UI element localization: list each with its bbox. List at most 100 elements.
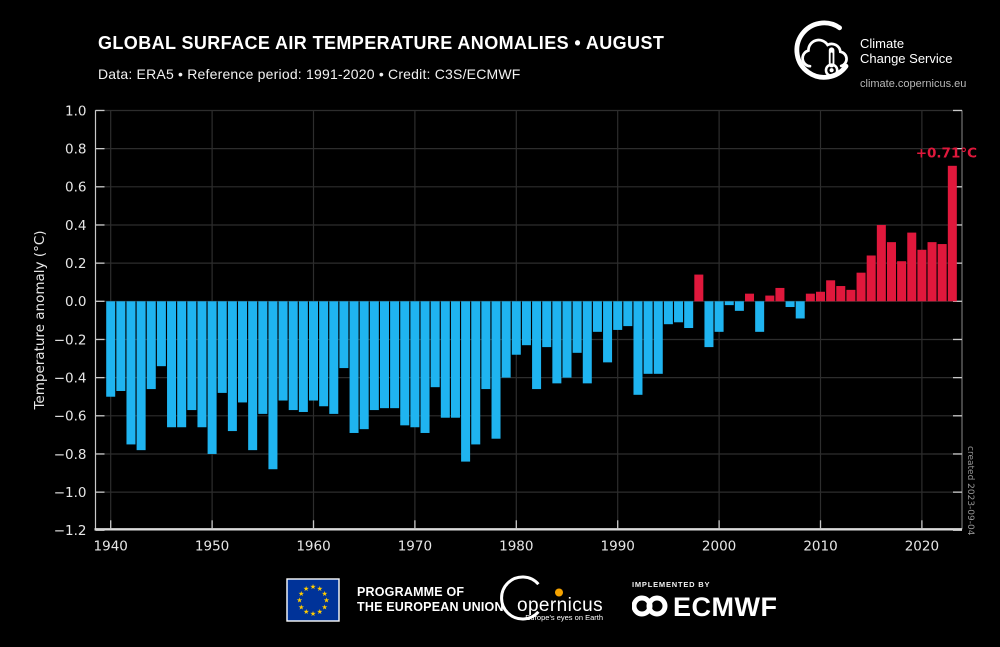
y-tick-label: −0.6 (54, 409, 87, 425)
y-tick-label: 0.6 (65, 180, 86, 196)
bar-1972 (430, 301, 440, 388)
bar-1982 (532, 301, 542, 390)
bar-1987 (582, 301, 592, 384)
bar-2006 (775, 287, 785, 302)
eu-star: ★ (322, 590, 328, 598)
bar-1993 (643, 301, 653, 374)
bar-1983 (542, 301, 552, 348)
bar-2015 (866, 255, 876, 302)
y-tick-label: 0.0 (65, 294, 86, 310)
eu-star: ★ (303, 585, 309, 593)
created-date-watermark: created 2023-09-04 (965, 446, 975, 536)
eu-star: ★ (298, 603, 304, 611)
bar-1957 (278, 301, 288, 401)
bar-1955 (258, 301, 268, 414)
bar-2020 (917, 249, 927, 302)
x-tick-label: 2010 (803, 538, 837, 554)
bar-1989 (603, 301, 613, 363)
bar-1968 (390, 301, 400, 409)
bar-1960 (309, 301, 318, 401)
bar-1947 (177, 301, 187, 428)
y-tick-label: 0.2 (65, 256, 86, 272)
eu-star: ★ (317, 585, 323, 593)
bar-1943 (136, 301, 146, 451)
bar-1977 (481, 301, 491, 390)
svg-text:ECMWF: ECMWF (673, 592, 777, 622)
bar-1950 (207, 301, 217, 454)
ecmwf-logo-icon: ECMWF (632, 592, 777, 622)
eu-star: ★ (296, 597, 302, 605)
eu-programme-label: PROGRAMME OF THE EUROPEAN UNION (357, 585, 504, 615)
bar-1965 (359, 301, 369, 430)
eu-star: ★ (310, 583, 316, 591)
bar-1973 (440, 301, 450, 418)
y-tick-label: −1.2 (54, 523, 87, 539)
eu-star: ★ (317, 608, 323, 616)
x-tick-label: 1940 (94, 538, 128, 554)
bar-2002 (734, 301, 744, 311)
eu-star: ★ (322, 603, 328, 611)
bar-1940 (106, 301, 116, 397)
bar-2023 (947, 165, 957, 302)
y-tick-label: 1.0 (65, 103, 86, 119)
bar-1991 (623, 301, 633, 327)
y-tick-label: −1.0 (54, 485, 87, 501)
x-tick-label: 2000 (702, 538, 736, 554)
svg-text:opernicus: opernicus (517, 595, 603, 616)
eu-star: ★ (310, 610, 316, 618)
latest-value-annotation: +0.71°C (916, 146, 977, 162)
eu-programme-line2: THE EUROPEAN UNION (357, 600, 504, 614)
bar-1954 (248, 301, 258, 451)
bar-1981 (521, 301, 531, 346)
bar-1980 (511, 301, 521, 355)
eu-programme-line1: PROGRAMME OF (357, 585, 465, 599)
bar-1969 (400, 301, 410, 426)
bar-2013 (846, 289, 856, 302)
bar-1961 (319, 301, 329, 407)
bar-2014 (856, 272, 866, 302)
bar-1941 (116, 301, 126, 391)
bar-2022 (937, 244, 947, 302)
brand-name-line1: Climate (860, 36, 905, 51)
bar-1963 (339, 301, 349, 369)
bar-2009 (805, 293, 815, 302)
bar-2005 (765, 295, 775, 302)
bar-1952 (227, 301, 237, 432)
bar-2003 (745, 293, 755, 302)
bar-1990 (613, 301, 623, 330)
bar-1951 (217, 301, 227, 393)
bar-2000 (714, 301, 724, 332)
copernicus-logo: opernicus Europe's eyes on Earth (500, 575, 603, 622)
brand-name: Climate Change Service climate.copernicu… (860, 36, 966, 92)
bar-2007 (785, 301, 795, 308)
bar-1958 (288, 301, 298, 411)
bar-2001 (724, 301, 734, 306)
bar-1994 (653, 301, 663, 374)
bar-1999 (704, 301, 714, 348)
bar-1979 (501, 301, 511, 378)
svg-text:Europe's eyes on Earth: Europe's eyes on Earth (525, 613, 603, 622)
bar-2011 (826, 280, 836, 302)
ecmwf-block: IMPLEMENTED BY ECMWF (632, 580, 782, 622)
eu-star: ★ (323, 597, 329, 605)
x-tick-label: 1960 (296, 538, 330, 554)
bar-1971 (420, 301, 430, 433)
y-axis-title: Temperature anomaly (°C) (32, 230, 48, 410)
climate-service-icon (794, 20, 849, 80)
bar-1953 (238, 301, 248, 403)
bar-1966 (369, 301, 379, 411)
y-tick-label: 0.4 (65, 218, 86, 234)
x-tick-label: 1970 (398, 538, 432, 554)
y-tick-label: −0.4 (54, 370, 87, 386)
y-tick-label: −0.2 (54, 332, 87, 348)
eu-flag-icon: ★ ★★★★★★★★★★★ (286, 578, 340, 622)
x-tick-label: 1980 (499, 538, 533, 554)
bar-2008 (795, 301, 805, 319)
bar-2017 (886, 242, 896, 302)
bar-1988 (592, 301, 602, 332)
bar-1975 (461, 301, 471, 462)
footer-logos: ★ ★ ★ ★ ★ ★ ★ ★ ★ ★ ★ ★ PROGRAMME OF THE EUROPEAN U… (0, 560, 1000, 647)
bar-1992 (633, 301, 643, 395)
x-tick-label: 1950 (195, 538, 229, 554)
bar-1970 (410, 301, 420, 428)
